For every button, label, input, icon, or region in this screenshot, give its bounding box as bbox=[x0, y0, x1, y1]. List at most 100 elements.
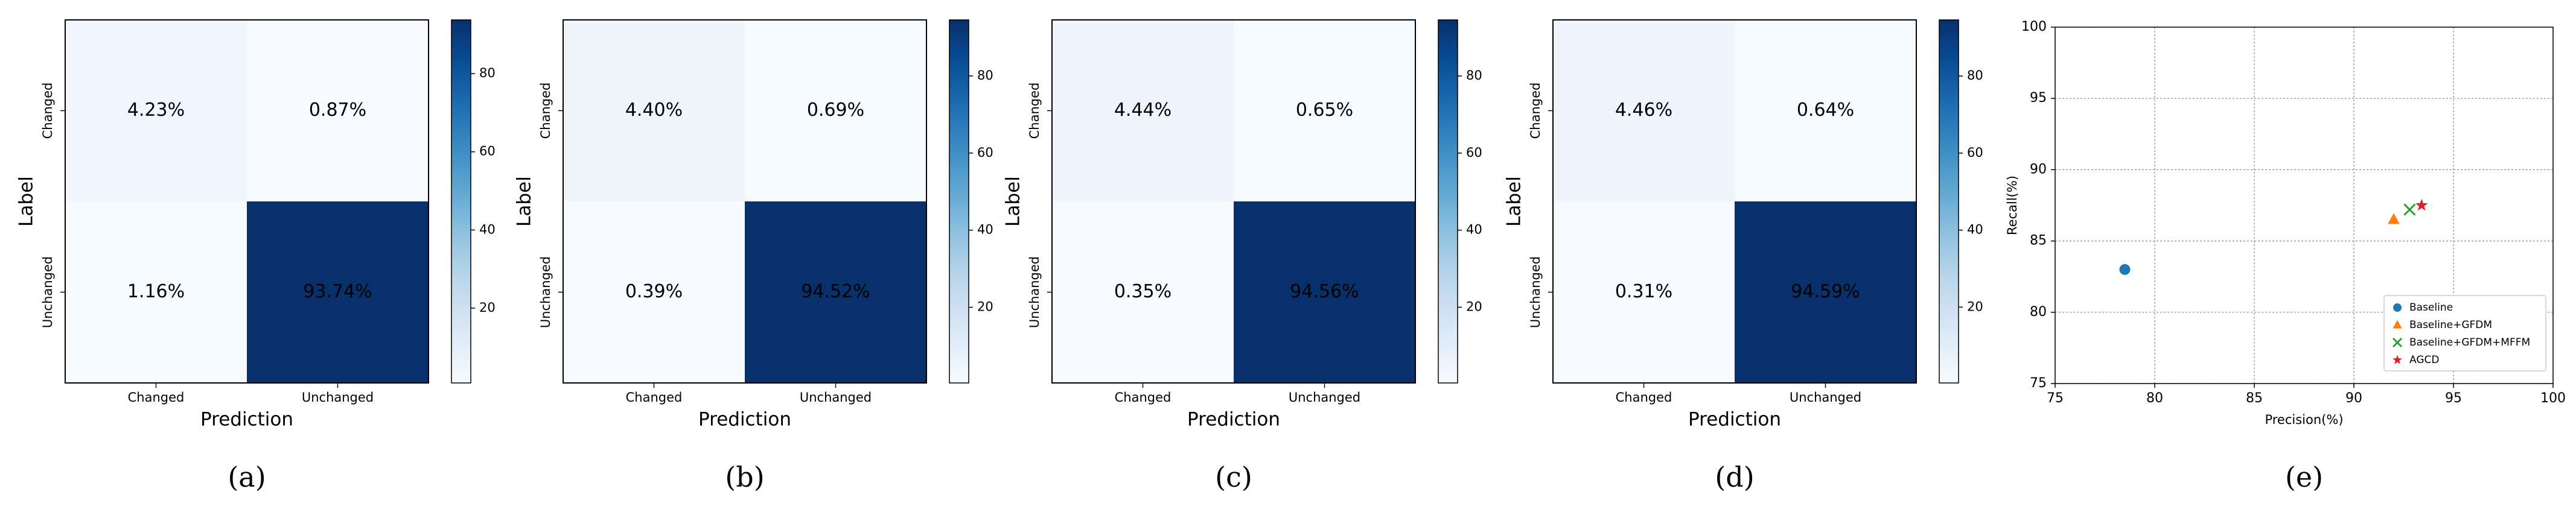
y-axis-label: Label bbox=[16, 176, 37, 227]
y-tick-label: 100 bbox=[2021, 19, 2047, 34]
heatmap-cell bbox=[247, 201, 429, 383]
legend-box bbox=[2383, 295, 2546, 371]
cell-value-label: 0.69% bbox=[807, 100, 864, 121]
cell-value-label: 0.65% bbox=[1296, 100, 1353, 121]
plot-frame bbox=[1051, 19, 1416, 384]
x-tick-label: 90 bbox=[2345, 391, 2362, 406]
panel-label: (a) bbox=[228, 461, 266, 493]
cell-value-label: 0.31% bbox=[1615, 281, 1672, 302]
x-tick-label: 95 bbox=[2445, 391, 2462, 406]
colorbar bbox=[451, 19, 471, 384]
plot-frame bbox=[2055, 27, 2554, 384]
heatmap-cell bbox=[65, 201, 247, 383]
y-tick-label: Unchanged bbox=[1027, 256, 1042, 328]
x-axis-label: Prediction bbox=[698, 409, 791, 431]
cell-value-label: 4.40% bbox=[625, 100, 683, 121]
y-tick-label: 90 bbox=[2030, 162, 2047, 177]
y-tick-label: 75 bbox=[2030, 376, 2047, 391]
cell-value-label: 93.74% bbox=[303, 281, 372, 302]
cell-value-label: 94.56% bbox=[1290, 281, 1359, 302]
legend-marker bbox=[2393, 355, 2402, 364]
scatter-point bbox=[2388, 213, 2400, 224]
heatmap-cell bbox=[1234, 201, 1415, 383]
x-tick-label: Changed bbox=[1616, 390, 1672, 405]
legend-marker-stroke bbox=[2392, 337, 2403, 348]
heatmap-cell bbox=[745, 201, 926, 383]
heatmap-cell bbox=[745, 20, 926, 201]
cell-value-label: 1.16% bbox=[127, 281, 185, 302]
x-axis-label: Prediction bbox=[1187, 409, 1280, 431]
scatter-point bbox=[2403, 203, 2416, 216]
heatmap-cell bbox=[1052, 201, 1234, 383]
y-tick-label: Changed bbox=[1027, 83, 1042, 139]
y-tick-label: 80 bbox=[2030, 305, 2047, 320]
heatmap-cell bbox=[563, 20, 745, 201]
heatmap-panel: 4.23% 0.87% 1.16% 93.74% Changed Unchanged Pre… bbox=[16, 19, 496, 493]
y-axis-label: Label bbox=[514, 176, 535, 227]
y-axis-label: Label bbox=[1503, 176, 1525, 227]
y-axis-label: Label bbox=[1003, 176, 1024, 227]
x-tick-label: 100 bbox=[2540, 391, 2566, 406]
y-tick-label: 85 bbox=[2030, 233, 2047, 248]
colorbar-tick-label: 40 bbox=[1466, 223, 1482, 237]
scatter-point bbox=[2119, 264, 2131, 275]
heatmap-cell bbox=[1052, 20, 1234, 201]
colorbar-tick-label: 80 bbox=[1466, 68, 1482, 83]
colorbar bbox=[949, 19, 969, 384]
colorbar-tick-label: 20 bbox=[1967, 299, 1983, 314]
heatmap-panel: 4.44% 0.65% 0.35% 94.56% Changed Unchanged Pre… bbox=[1003, 19, 1482, 493]
x-tick-label: Unchanged bbox=[1289, 390, 1360, 405]
legend-marker bbox=[2392, 337, 2403, 348]
panel-label: (e) bbox=[2285, 461, 2323, 493]
colorbar-tick-label: 20 bbox=[977, 300, 993, 314]
cell-value-label: 4.44% bbox=[1114, 100, 1172, 121]
cell-value-label: 94.59% bbox=[1791, 281, 1860, 302]
colorbar-tick-label: 20 bbox=[479, 300, 496, 315]
plot-frame bbox=[1552, 19, 1917, 384]
heatmap-cell bbox=[1553, 201, 1735, 383]
x-tick-label: Unchanged bbox=[1790, 390, 1861, 405]
x-tick-label: 75 bbox=[2047, 391, 2064, 406]
panel-label: (d) bbox=[1715, 461, 1754, 493]
colorbar-tick-label: 20 bbox=[1466, 299, 1482, 314]
heatmap-cell bbox=[563, 201, 745, 383]
scatter-point-stroke bbox=[2403, 203, 2416, 216]
panel-label: (c) bbox=[1215, 461, 1252, 493]
cell-value-label: 4.46% bbox=[1615, 100, 1672, 121]
heatmap-cell bbox=[247, 20, 429, 201]
x-tick-label: 85 bbox=[2246, 391, 2263, 406]
legend-label: Baseline+GFDM+MFFM bbox=[2409, 337, 2530, 349]
colorbar-tick-label: 60 bbox=[1967, 145, 1983, 160]
y-tick-label: Unchanged bbox=[40, 256, 55, 328]
cell-value-label: 94.52% bbox=[801, 281, 870, 302]
heatmap-cell bbox=[65, 20, 247, 201]
colorbar-tick-label: 60 bbox=[977, 145, 993, 160]
panel-label: (b) bbox=[725, 461, 764, 493]
x-tick-label: Unchanged bbox=[800, 390, 872, 405]
legend-marker bbox=[2393, 303, 2402, 312]
colorbar-tick-label: 40 bbox=[479, 222, 496, 236]
colorbar-tick-label: 80 bbox=[479, 66, 496, 80]
heatmap-cell bbox=[1234, 20, 1415, 201]
legend-label: Baseline+GFDM bbox=[2409, 319, 2492, 331]
y-tick-label: Changed bbox=[1528, 83, 1543, 139]
colorbar-tick-label: 80 bbox=[977, 68, 993, 83]
x-axis-label: Prediction bbox=[200, 409, 293, 431]
x-tick-label: Unchanged bbox=[302, 390, 374, 405]
colorbar bbox=[1939, 19, 1959, 384]
cell-value-label: 0.87% bbox=[309, 100, 366, 121]
colorbar-tick-label: 40 bbox=[1967, 223, 1983, 237]
plot-frame bbox=[65, 19, 429, 384]
y-tick-label: Unchanged bbox=[538, 256, 553, 328]
x-tick-label: Changed bbox=[1115, 390, 1172, 405]
plot-frame bbox=[563, 19, 927, 384]
heatmap-cell bbox=[1735, 20, 1916, 201]
colorbar-tick-label: 60 bbox=[1466, 145, 1482, 160]
scatter-panel: 75 80 85 90 95 100 75 80 85 90 95 100 Precision(%) Re… bbox=[2005, 19, 2566, 493]
cell-value-label: 4.23% bbox=[127, 100, 185, 121]
y-tick-label: Unchanged bbox=[1528, 256, 1543, 328]
y-tick-label: 95 bbox=[2030, 90, 2047, 106]
cell-value-label: 0.39% bbox=[625, 281, 683, 302]
scatter-point bbox=[2415, 198, 2428, 211]
